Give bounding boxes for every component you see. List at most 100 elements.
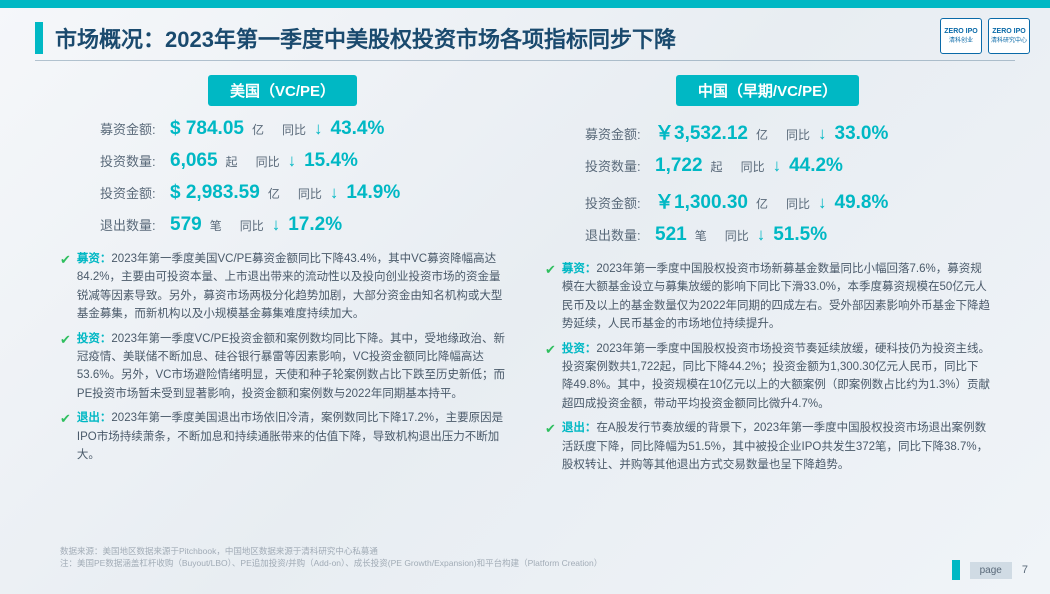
check-icon: ✔ [60,409,71,464]
metric-pct: 33.0% [835,123,889,145]
metric-unit: 亿 [268,185,280,202]
top-stripe [0,0,1050,8]
bullet-category: 募资： [77,253,112,265]
bullets-china: ✔募资：2023年第一季度中国股权投资市场新募基金数量同比小幅回落7.6%，募资… [545,260,990,474]
bullet-text: 投资：2023年第一季度VC/PE投资金额和案例数均同比下降。其中，受地缘政治、… [77,330,505,404]
metric-pct: 43.4% [331,118,385,140]
footnote-line: 数据来源：美国地区数据来源于Pitchbook，中国地区数据来源于清科研究中心私… [60,545,602,558]
yoy-label: 同比 [725,227,749,244]
metric-pct: 17.2% [288,214,342,236]
metric-row: 募资金额: $ 784.05 亿 同比 ↓ 43.4% [60,118,505,140]
bullet-item: ✔退出：在A股发行节奏放缓的背景下，2023年第一季度中国股权投资市场退出案例数… [545,419,990,474]
column-china: 中国（早期/VC/PE） 募资金额:￥3,532.12亿同比↓33.0%投资数量… [545,75,990,474]
check-icon: ✔ [60,250,71,324]
bullet-text: 投资：2023年第一季度中国股权投资市场投资节奏延续放缓，硬科技仍为投资主线。投… [562,340,990,414]
yoy-label: 同比 [786,126,810,143]
metric-row: 募资金额: ￥3,532.12 亿 同比 ↓ 33.0% [545,118,990,145]
metric-value: 579 [170,214,202,236]
bullet-category: 投资： [77,333,112,345]
down-arrow-icon: ↓ [773,156,782,176]
metric-label: 募资金额: [100,119,162,138]
logo-zero-ipo-2: ZERO IPO清科研究中心 [988,18,1030,54]
title-accent-mark [35,22,43,54]
metric-value: 6,065 [170,150,218,172]
metric-unit: 笔 [695,227,707,244]
metric-value: ￥1,300.30 [655,187,748,214]
page-number: 7 [1022,564,1028,576]
check-icon: ✔ [545,340,556,414]
down-arrow-icon: ↓ [757,225,766,245]
metric-unit: 笔 [210,217,222,234]
metric-unit: 亿 [756,195,768,212]
title-divider [35,60,1015,61]
bullet-category: 投资： [562,343,597,355]
logo-zero-ipo-1: ZERO IPO清科创业 [940,18,982,54]
metric-label: 退出数量: [100,215,162,234]
page-title: 市场概况：2023年第一季度中美股权投资市场各项指标同步下降 [55,22,676,54]
down-arrow-icon: ↓ [818,124,827,144]
bullet-text: 募资：2023年第一季度中国股权投资市场新募基金数量同比小幅回落7.6%，募资规… [562,260,990,334]
check-icon: ✔ [545,260,556,334]
metric-unit: 起 [711,158,723,175]
bullet-item: ✔退出：2023年第一季度美国退出市场依旧冷清，案例数同比下降17.2%，主要原… [60,409,505,464]
logo-group: ZERO IPO清科创业 ZERO IPO清科研究中心 [940,18,1030,54]
metric-value: ￥3,532.12 [655,118,748,145]
page-label: page [970,562,1012,579]
yoy-label: 同比 [282,121,306,138]
yoy-label: 同比 [298,185,322,202]
bullet-text: 退出：2023年第一季度美国退出市场依旧冷清，案例数同比下降17.2%，主要原因… [77,409,505,464]
metrics-china: 募资金额:￥3,532.12亿同比↓33.0%投资数量:1,722起同比↓44.… [545,118,990,246]
down-arrow-icon: ↓ [314,119,323,139]
check-icon: ✔ [60,330,71,404]
title-bar: 市场概况：2023年第一季度中美股权投资市场各项指标同步下降 [35,22,930,54]
metric-unit: 亿 [756,126,768,143]
bullet-item: ✔募资：2023年第一季度中国股权投资市场新募基金数量同比小幅回落7.6%，募资… [545,260,990,334]
metric-pct: 49.8% [835,192,889,214]
metric-row: 退出数量: 579 笔 同比 ↓ 17.2% [60,214,505,236]
yoy-label: 同比 [240,217,264,234]
metric-row: 投资金额: ￥1,300.30 亿 同比 ↓ 49.8% [545,187,990,214]
bullets-us: ✔募资：2023年第一季度美国VC/PE募资金额同比下降43.4%，其中VC募资… [60,250,505,464]
bullet-text: 募资：2023年第一季度美国VC/PE募资金额同比下降43.4%，其中VC募资降… [77,250,505,324]
metric-row: 投资数量: 6,065 起 同比 ↓ 15.4% [60,150,505,172]
metric-row: 投资金额: $ 2,983.59 亿 同比 ↓ 14.9% [60,182,505,204]
metric-pct: 51.5% [773,224,827,246]
metric-label: 投资金额: [585,193,647,212]
yoy-label: 同比 [786,195,810,212]
metric-row: 退出数量: 521 笔 同比 ↓ 51.5% [545,224,990,246]
metric-value: $ 2,983.59 [170,182,260,204]
metric-pct: 14.9% [346,182,400,204]
metric-label: 投资金额: [100,183,162,202]
metric-value: 521 [655,224,687,246]
metric-unit: 起 [226,153,238,170]
footnotes: 数据来源：美国地区数据来源于Pitchbook，中国地区数据来源于清科研究中心私… [60,545,602,571]
metric-value: 1,722 [655,155,703,177]
header-us: 美国（VC/PE） [208,75,357,106]
down-arrow-icon: ↓ [818,193,827,213]
header-china: 中国（早期/VC/PE） [676,75,859,106]
bullet-text: 退出：在A股发行节奏放缓的背景下，2023年第一季度中国股权投资市场退出案例数活… [562,419,990,474]
metric-label: 募资金额: [585,124,647,143]
metric-label: 投资数量: [100,151,162,170]
metric-label: 退出数量: [585,225,647,244]
bullet-item: ✔投资：2023年第一季度VC/PE投资金额和案例数均同比下降。其中，受地缘政治… [60,330,505,404]
metric-value: $ 784.05 [170,118,244,140]
page-indicator: page 7 [952,560,1028,580]
bullet-item: ✔募资：2023年第一季度美国VC/PE募资金额同比下降43.4%，其中VC募资… [60,250,505,324]
yoy-label: 同比 [256,153,280,170]
metric-pct: 44.2% [789,155,843,177]
metric-row: 投资数量: 1,722 起 同比 ↓ 44.2% [545,155,990,177]
down-arrow-icon: ↓ [288,151,297,171]
bullet-category: 募资： [562,263,597,275]
column-us: 美国（VC/PE） 募资金额:$ 784.05亿同比↓43.4%投资数量:6,0… [60,75,505,474]
down-arrow-icon: ↓ [272,215,281,235]
bullet-category: 退出： [562,422,597,434]
page-accent-bar [952,560,960,580]
check-icon: ✔ [545,419,556,474]
yoy-label: 同比 [741,158,765,175]
metric-unit: 亿 [252,121,264,138]
metric-label: 投资数量: [585,156,647,175]
footnote-line: 注：美国PE数据涵盖杠杆收购（Buyout/LBO）、PE追加投资/并购（Add… [60,557,602,570]
down-arrow-icon: ↓ [330,183,339,203]
metric-pct: 15.4% [304,150,358,172]
